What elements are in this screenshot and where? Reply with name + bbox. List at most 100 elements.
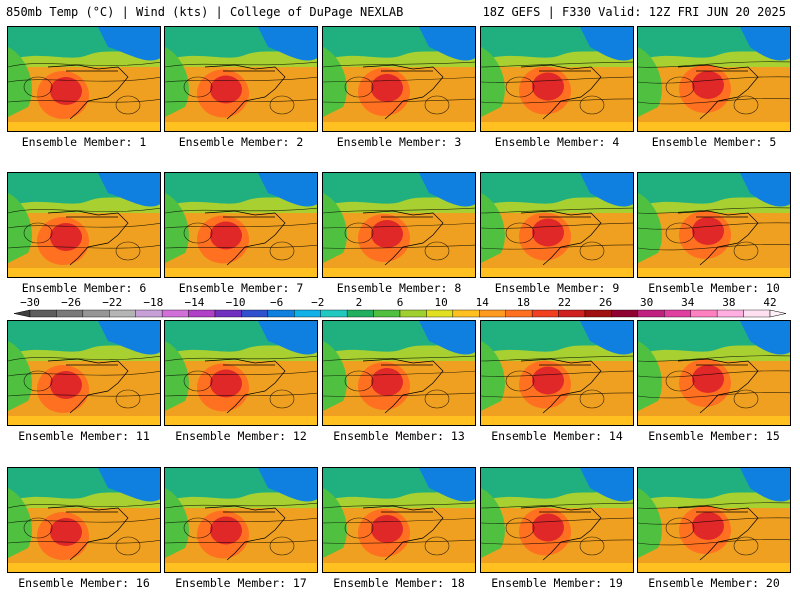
ensemble-member-map xyxy=(637,26,791,132)
temperature-field xyxy=(323,173,475,277)
ensemble-member-map xyxy=(637,172,791,278)
ensemble-member-label: Ensemble Member: 18 xyxy=(333,576,465,590)
colorbar-swatch xyxy=(135,309,163,318)
temperature-field xyxy=(8,321,160,425)
colorbar-swatch xyxy=(56,309,84,318)
ensemble-member-map xyxy=(480,467,634,573)
ensemble-member-label: Ensemble Member: 5 xyxy=(651,135,777,149)
ensemble-member-label: Ensemble Member: 6 xyxy=(21,281,147,295)
colorbar-tick-label: −30 xyxy=(20,296,40,309)
colorbar-tick-label: 10 xyxy=(434,296,448,309)
ensemble-member-label: Ensemble Member: 12 xyxy=(175,429,307,443)
temperature-field xyxy=(8,468,160,572)
colorbar-swatch xyxy=(346,309,374,318)
temperature-field xyxy=(638,173,790,277)
temperature-field xyxy=(638,468,790,572)
colorbar-tick-label: 2 xyxy=(355,296,363,309)
ensemble-member-map xyxy=(322,26,476,132)
colorbar-tick-label: −22 xyxy=(102,296,123,309)
colorbar-swatch xyxy=(531,309,559,318)
colorbar-tick-label: 42 xyxy=(763,296,777,309)
ensemble-member-label: Ensemble Member: 15 xyxy=(648,429,780,443)
ensemble-member-label: Ensemble Member: 17 xyxy=(175,576,307,590)
colorbar-swatch xyxy=(320,309,348,318)
colorbar-tick-label: 30 xyxy=(640,296,654,309)
ensemble-member-map xyxy=(164,26,318,132)
colorbar-swatch xyxy=(82,309,110,318)
temperature-field xyxy=(323,27,475,131)
colorbar-tick-label: −6 xyxy=(270,296,284,309)
colorbar-swatch xyxy=(294,309,321,318)
colorbar-tick-label: 22 xyxy=(557,296,572,309)
ensemble-member-map xyxy=(480,172,634,278)
colorbar-swatch xyxy=(188,309,216,318)
ensemble-member-label: Ensemble Member: 19 xyxy=(491,576,623,590)
colorbar-swatch xyxy=(611,309,639,318)
colorbar-swatch xyxy=(399,309,427,318)
ensemble-member-label: Ensemble Member: 1 xyxy=(21,135,147,149)
ensemble-member-map xyxy=(637,467,791,573)
ensemble-member-map xyxy=(7,26,161,132)
ensemble-member-map xyxy=(164,172,318,278)
ensemble-member-label: Ensemble Member: 9 xyxy=(494,281,620,295)
ensemble-member-label: Ensemble Member: 4 xyxy=(494,135,620,149)
colorbar-swatch xyxy=(29,309,57,318)
colorbar-min-arrow xyxy=(13,309,31,318)
colorbar-swatch xyxy=(452,309,480,318)
temperature-field xyxy=(8,173,160,277)
temperature-field xyxy=(323,321,475,425)
ensemble-member-label: Ensemble Member: 20 xyxy=(648,576,780,590)
colorbar-tick-label: 6 xyxy=(396,296,404,309)
temperature-field xyxy=(8,27,160,131)
colorbar-swatch xyxy=(637,309,665,318)
colorbar-swatch xyxy=(584,309,612,318)
temperature-field xyxy=(165,173,317,277)
colorbar-swatch xyxy=(716,309,744,318)
temperature-field xyxy=(481,321,633,425)
colorbar-tick-label: −2 xyxy=(311,296,325,309)
colorbar-tick-label: 34 xyxy=(681,296,695,309)
ensemble-member-label: Ensemble Member: 10 xyxy=(648,281,780,295)
ensemble-member-label: Ensemble Member: 13 xyxy=(333,429,465,443)
ensemble-member-map xyxy=(480,26,634,132)
temperature-field xyxy=(481,468,633,572)
map-title: 850mb Temp (°C) | Wind (kts) | College o… xyxy=(6,5,404,19)
colorbar-swatch xyxy=(161,309,189,318)
ensemble-member-map xyxy=(7,320,161,426)
colorbar-graphic xyxy=(13,309,787,318)
temperature-colorbar: −30 −26 −22 −18 −14 −10 −6 −2 2 6 10 14 18 22 26 30 34 38… xyxy=(0,296,800,320)
ensemble-member-map xyxy=(322,320,476,426)
ensemble-member-map xyxy=(480,320,634,426)
colorbar-swatch xyxy=(664,309,691,318)
ensemble-member-map xyxy=(7,467,161,573)
ensemble-member-label: Ensemble Member: 11 xyxy=(18,429,150,443)
ensemble-member-map xyxy=(164,320,318,426)
colorbar-max-arrow xyxy=(769,309,787,318)
temperature-field xyxy=(323,468,475,572)
temperature-field xyxy=(165,321,317,425)
ensemble-member-map xyxy=(322,172,476,278)
colorbar-tick-label: −14 xyxy=(184,296,205,309)
valid-time: 18Z GEFS | F330 Valid: 12Z FRI JUN 20 20… xyxy=(482,5,786,19)
colorbar-swatch xyxy=(505,309,533,318)
colorbar-swatch xyxy=(558,309,586,318)
temperature-field xyxy=(638,321,790,425)
temperature-field xyxy=(165,27,317,131)
colorbar-tick-label: −18 xyxy=(143,296,164,309)
ensemble-member-map xyxy=(322,467,476,573)
ensemble-member-label: Ensemble Member: 8 xyxy=(336,281,462,295)
colorbar-swatch xyxy=(690,309,718,318)
colorbar-tick-label: 38 xyxy=(722,296,736,309)
ensemble-member-map xyxy=(637,320,791,426)
colorbar-swatch xyxy=(373,309,401,318)
colorbar-tick-label: −26 xyxy=(61,296,82,309)
ensemble-member-label: Ensemble Member: 14 xyxy=(491,429,623,443)
colorbar-swatch xyxy=(109,309,136,318)
temperature-field xyxy=(481,27,633,131)
colorbar-tick-label: 26 xyxy=(598,296,613,309)
colorbar-swatch xyxy=(743,309,771,318)
colorbar-swatch xyxy=(214,309,242,318)
colorbar-tick-label: 14 xyxy=(475,296,489,309)
colorbar-swatch xyxy=(479,309,506,318)
ensemble-member-label: Ensemble Member: 7 xyxy=(178,281,304,295)
